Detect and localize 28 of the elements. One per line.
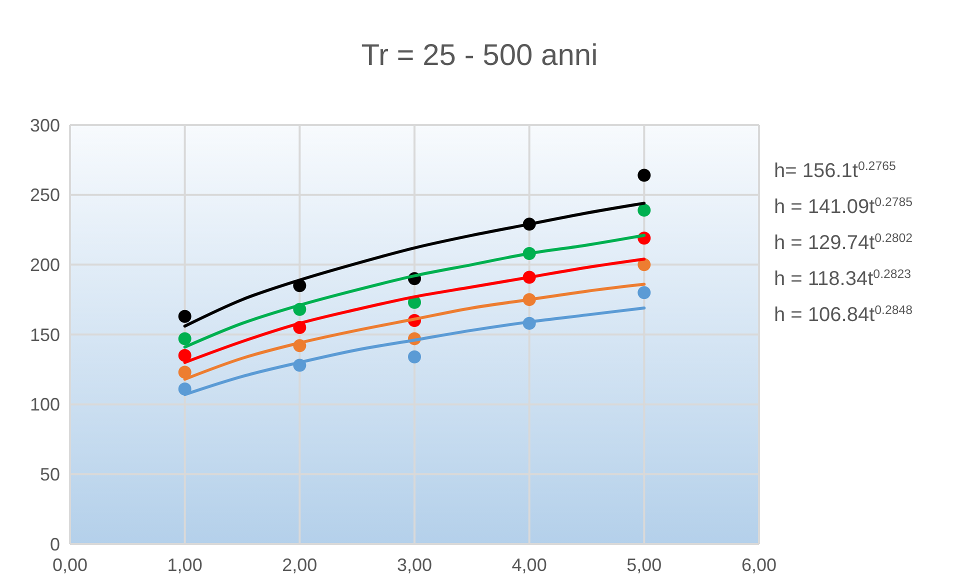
point — [178, 332, 192, 346]
y-tick-label: 100 — [30, 394, 60, 415]
point — [638, 286, 651, 300]
point — [638, 168, 651, 182]
y-tick-label: 50 — [40, 464, 60, 484]
text: h = 118.34t$^{0.2823}$ — [774, 267, 912, 290]
y-tick-label: 250 — [30, 185, 60, 206]
y-tick-label: 200 — [30, 254, 60, 275]
x-tick-label: 4,00 — [512, 555, 547, 575]
point — [178, 348, 192, 362]
point — [178, 366, 192, 379]
x-tick-label: 0,00 — [52, 555, 88, 575]
point — [408, 350, 421, 364]
text: h = 141.09t$^{0.2785}$ — [774, 195, 913, 218]
chart-title: Tr = 25 - 500 anni — [361, 39, 598, 72]
point — [638, 204, 651, 217]
x-tick-label: 5,00 — [626, 555, 662, 575]
text: h= 156.1t$^{0.2765}$ — [774, 159, 896, 182]
y-tick-label: 0 — [50, 534, 60, 554]
x-tick-label: 3,00 — [396, 555, 432, 575]
x-tick-label: 6,00 — [741, 555, 777, 575]
x-tick-label: 1,00 — [167, 555, 202, 575]
text: h = 106.84t$^{0.2848}$ — [774, 303, 913, 326]
text: h = 129.74t$^{0.2802}$ — [774, 231, 913, 254]
point — [178, 310, 192, 323]
y-tick-label: 150 — [30, 324, 60, 345]
x-tick-label: 2,00 — [282, 555, 318, 575]
y-tick-label: 300 — [30, 115, 60, 136]
